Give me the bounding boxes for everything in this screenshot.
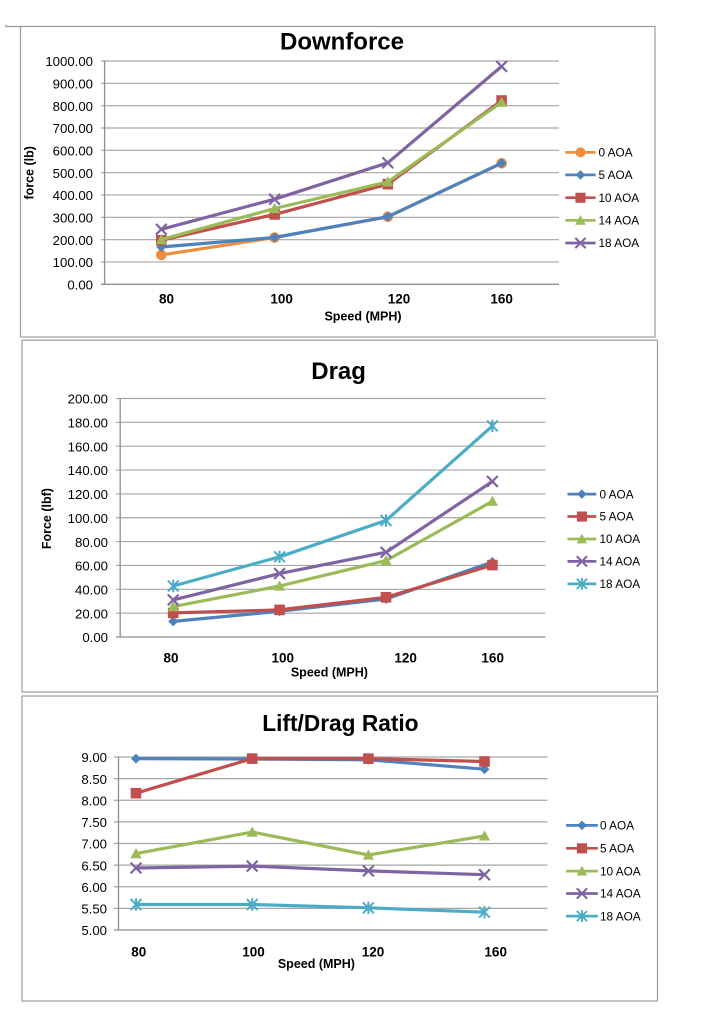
svg-text:120: 120: [388, 292, 411, 307]
svg-text:Speed (MPH): Speed (MPH): [291, 666, 368, 680]
svg-text:8.50: 8.50: [81, 772, 107, 787]
svg-text:100: 100: [270, 292, 293, 307]
svg-text:Force (lbf): Force (lbf): [40, 488, 54, 549]
svg-text:60.00: 60.00: [75, 559, 108, 574]
svg-text:20.00: 20.00: [75, 606, 108, 621]
svg-text:120.00: 120.00: [68, 487, 108, 502]
svg-text:160: 160: [490, 292, 513, 307]
svg-text:14 AOA: 14 AOA: [600, 887, 641, 901]
svg-text:18 AOA: 18 AOA: [599, 236, 640, 250]
svg-text:200.00: 200.00: [53, 233, 93, 248]
svg-text:Drag: Drag: [311, 358, 366, 385]
svg-text:120: 120: [394, 651, 417, 666]
svg-text:1000.00: 1000.00: [45, 54, 93, 69]
svg-text:160.00: 160.00: [68, 439, 108, 454]
svg-text:10 AOA: 10 AOA: [599, 191, 640, 205]
svg-text:0 AOA: 0 AOA: [600, 819, 634, 833]
svg-text:700.00: 700.00: [53, 121, 93, 136]
svg-text:6.00: 6.00: [81, 880, 107, 895]
svg-text:5 AOA: 5 AOA: [600, 510, 634, 524]
svg-text:10 AOA: 10 AOA: [600, 532, 641, 546]
svg-text:14 AOA: 14 AOA: [599, 214, 640, 228]
svg-text:0.00: 0.00: [67, 278, 93, 293]
svg-text:100.00: 100.00: [68, 511, 108, 526]
svg-text:40.00: 40.00: [75, 583, 108, 598]
svg-text:5.00: 5.00: [81, 923, 107, 938]
svg-text:100.00: 100.00: [53, 255, 93, 270]
svg-text:160: 160: [484, 945, 507, 960]
svg-text:0 AOA: 0 AOA: [600, 487, 634, 501]
svg-text:80: 80: [163, 651, 178, 666]
svg-text:800.00: 800.00: [53, 99, 93, 114]
svg-text:10 AOA: 10 AOA: [600, 864, 641, 878]
svg-text:80.00: 80.00: [75, 535, 108, 550]
svg-text:5.50: 5.50: [81, 902, 107, 917]
svg-text:600.00: 600.00: [53, 144, 93, 159]
svg-text:100: 100: [272, 651, 295, 666]
svg-text:18 AOA: 18 AOA: [600, 909, 641, 923]
svg-text:5 AOA: 5 AOA: [599, 168, 633, 182]
svg-text:300.00: 300.00: [53, 211, 93, 226]
svg-text:6.50: 6.50: [81, 858, 107, 873]
svg-text:500.00: 500.00: [53, 166, 93, 181]
svg-text:100: 100: [242, 945, 265, 960]
svg-text:0 AOA: 0 AOA: [599, 146, 633, 160]
svg-text:80: 80: [159, 292, 174, 307]
svg-text:force (lb): force (lb): [22, 146, 36, 199]
svg-text:Lift/Drag Ratio: Lift/Drag Ratio: [262, 710, 418, 736]
svg-text:5 AOA: 5 AOA: [600, 842, 634, 856]
svg-text:7.50: 7.50: [81, 815, 107, 830]
svg-text:140.00: 140.00: [68, 463, 108, 478]
svg-text:14 AOA: 14 AOA: [600, 555, 641, 569]
svg-text:8.00: 8.00: [81, 794, 107, 809]
svg-text:7.00: 7.00: [81, 837, 107, 852]
svg-text:Downforce: Downforce: [280, 29, 404, 56]
svg-text:120: 120: [362, 945, 385, 960]
svg-text:0.00: 0.00: [82, 630, 108, 645]
svg-text:900.00: 900.00: [53, 77, 93, 92]
svg-text:80: 80: [131, 945, 146, 960]
svg-text:400.00: 400.00: [53, 188, 93, 203]
svg-text:9.00: 9.00: [81, 750, 107, 765]
svg-text:Speed (MPH): Speed (MPH): [278, 957, 355, 971]
svg-text:180.00: 180.00: [68, 416, 108, 431]
svg-text:Speed (MPH): Speed (MPH): [324, 310, 401, 324]
svg-text:200.00: 200.00: [68, 392, 108, 407]
svg-text:160: 160: [481, 651, 504, 666]
svg-text:18 AOA: 18 AOA: [600, 577, 641, 591]
